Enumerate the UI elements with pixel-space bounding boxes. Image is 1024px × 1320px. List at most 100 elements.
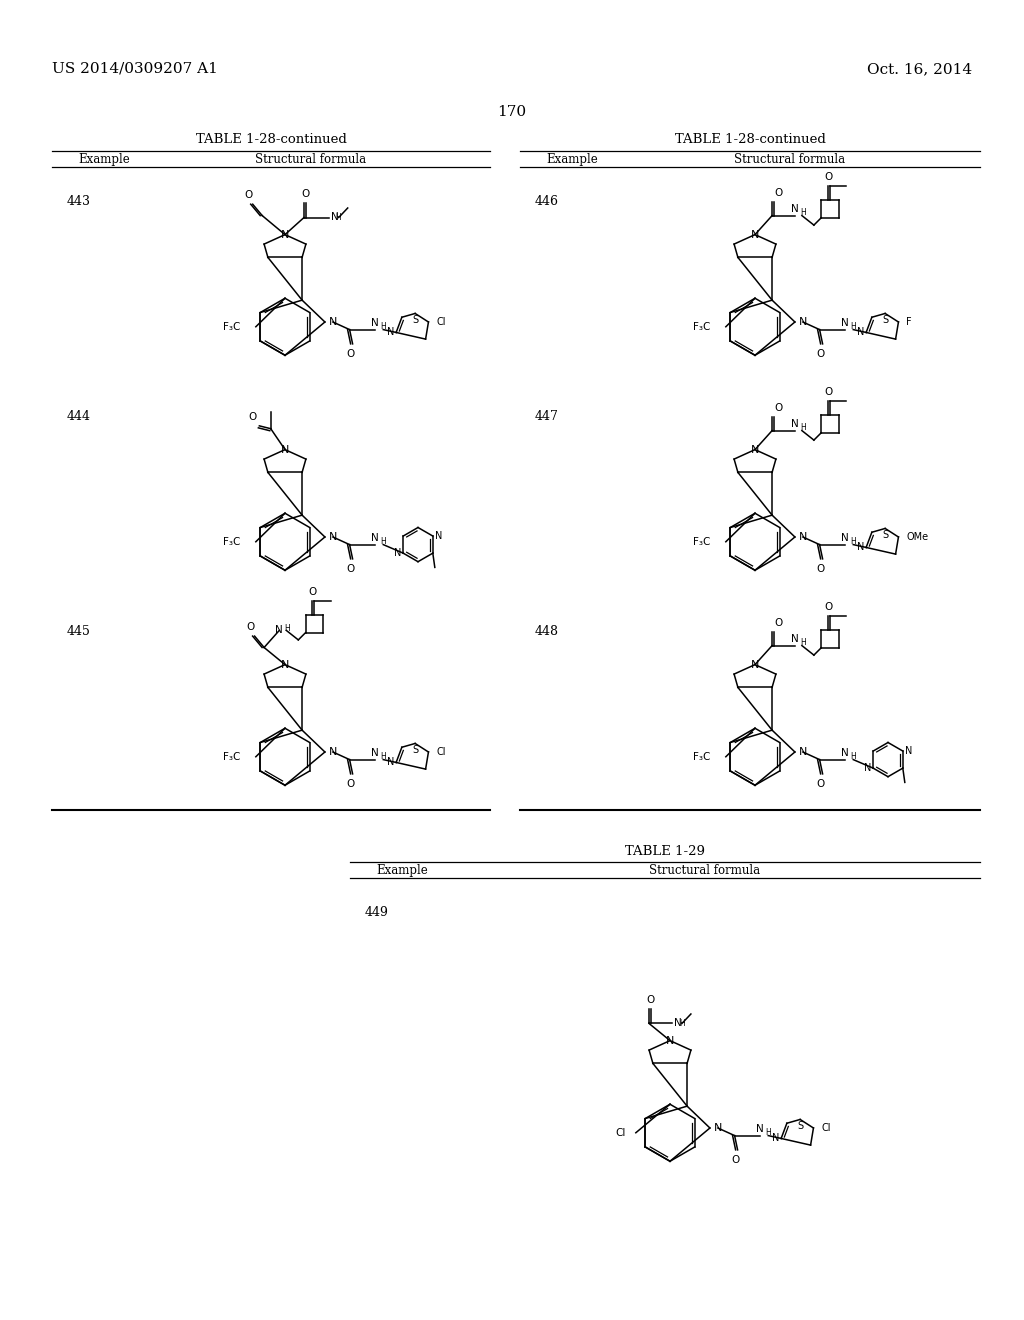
Text: 444: 444 <box>67 411 91 422</box>
Text: N: N <box>372 747 379 758</box>
Text: H: H <box>850 322 856 330</box>
Text: N: N <box>857 327 864 338</box>
Text: N: N <box>791 634 799 644</box>
Text: N: N <box>666 1036 674 1045</box>
Text: N: N <box>751 230 759 240</box>
Text: O: O <box>731 1155 739 1164</box>
Text: N: N <box>329 747 337 756</box>
Text: 449: 449 <box>365 906 389 919</box>
Text: O: O <box>346 779 354 789</box>
Text: N: N <box>331 213 339 223</box>
Text: N: N <box>372 532 379 543</box>
Text: 447: 447 <box>535 411 559 422</box>
Text: H: H <box>850 537 856 545</box>
Text: F₃C: F₃C <box>223 537 241 546</box>
Text: O: O <box>302 189 310 199</box>
Text: N: N <box>842 747 849 758</box>
Text: N: N <box>329 532 337 543</box>
Text: H: H <box>679 1019 685 1027</box>
Text: TABLE 1-29: TABLE 1-29 <box>625 845 705 858</box>
Text: N: N <box>435 531 442 541</box>
Text: N: N <box>751 445 759 454</box>
Text: Cl: Cl <box>436 317 445 327</box>
Text: O: O <box>248 412 256 422</box>
Text: N: N <box>751 660 759 669</box>
Text: O: O <box>247 622 255 632</box>
Text: S: S <box>412 746 418 755</box>
Text: H: H <box>285 624 290 634</box>
Text: Oct. 16, 2014: Oct. 16, 2014 <box>867 62 972 77</box>
Text: H: H <box>800 422 806 432</box>
Text: 448: 448 <box>535 624 559 638</box>
Text: US 2014/0309207 A1: US 2014/0309207 A1 <box>52 62 218 77</box>
Text: N: N <box>857 543 864 553</box>
Text: N: N <box>791 418 799 429</box>
Text: N: N <box>799 317 807 327</box>
Text: N: N <box>772 1134 779 1143</box>
Text: O: O <box>774 618 782 628</box>
Text: O: O <box>774 189 782 198</box>
Text: O: O <box>346 348 354 359</box>
Text: H: H <box>800 638 806 647</box>
Text: O: O <box>346 564 354 574</box>
Text: Example: Example <box>376 865 428 876</box>
Text: F₃C: F₃C <box>693 322 711 331</box>
Text: N: N <box>864 763 871 774</box>
Text: N: N <box>799 532 807 543</box>
Text: N: N <box>281 230 289 240</box>
Text: O: O <box>245 190 253 201</box>
Text: N: N <box>281 445 289 454</box>
Text: H: H <box>380 322 386 330</box>
Text: H: H <box>850 751 856 760</box>
Text: 170: 170 <box>498 106 526 119</box>
Text: N: N <box>905 746 912 756</box>
Text: O: O <box>774 404 782 413</box>
Text: Structural formula: Structural formula <box>734 153 846 166</box>
Text: N: N <box>799 747 807 756</box>
Text: OMe: OMe <box>906 532 929 543</box>
Text: N: N <box>387 327 394 338</box>
Text: F₃C: F₃C <box>693 752 711 762</box>
Text: O: O <box>816 348 824 359</box>
Text: TABLE 1-28-continued: TABLE 1-28-continued <box>675 133 825 147</box>
Text: Structural formula: Structural formula <box>649 865 761 876</box>
Text: Example: Example <box>78 153 130 166</box>
Text: N: N <box>757 1123 764 1134</box>
Text: N: N <box>842 318 849 327</box>
Text: S: S <box>882 531 888 540</box>
Text: Cl: Cl <box>821 1123 830 1133</box>
Text: Example: Example <box>546 153 598 166</box>
Text: O: O <box>816 564 824 574</box>
Text: S: S <box>797 1122 803 1131</box>
Text: O: O <box>824 172 833 182</box>
Text: N: N <box>791 203 799 214</box>
Text: H: H <box>800 207 806 216</box>
Text: F₃C: F₃C <box>693 537 711 546</box>
Text: H: H <box>380 751 386 760</box>
Text: N: N <box>372 318 379 327</box>
Text: F: F <box>906 317 912 327</box>
Text: F₃C: F₃C <box>223 752 241 762</box>
Text: H: H <box>336 213 341 222</box>
Text: 445: 445 <box>67 624 91 638</box>
Text: O: O <box>646 995 654 1006</box>
Text: TABLE 1-28-continued: TABLE 1-28-continued <box>196 133 346 147</box>
Text: N: N <box>674 1019 682 1028</box>
Text: O: O <box>824 387 833 397</box>
Text: N: N <box>714 1123 722 1133</box>
Text: O: O <box>308 586 316 597</box>
Text: Structural formula: Structural formula <box>255 153 367 166</box>
Text: S: S <box>882 315 888 326</box>
Text: Cl: Cl <box>436 747 445 756</box>
Text: S: S <box>412 315 418 326</box>
Text: 443: 443 <box>67 195 91 209</box>
Text: N: N <box>281 660 289 669</box>
Text: Cl: Cl <box>615 1127 626 1138</box>
Text: N: N <box>275 626 284 635</box>
Text: O: O <box>816 779 824 789</box>
Text: 446: 446 <box>535 195 559 209</box>
Text: N: N <box>394 548 401 558</box>
Text: N: N <box>329 317 337 327</box>
Text: N: N <box>842 532 849 543</box>
Text: N: N <box>387 758 394 767</box>
